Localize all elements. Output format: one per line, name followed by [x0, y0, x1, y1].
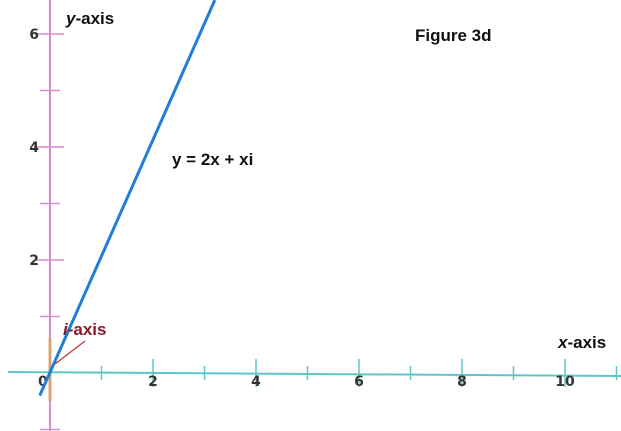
tick-marks: 0 2 4 6 8 10 2 4 6 [29, 27, 618, 431]
i-axis-label: i-axis [63, 320, 106, 339]
equation-label: y = 2x + xi [172, 150, 253, 169]
x-tick-label: 8 [457, 374, 467, 390]
figure-title: Figure 3d [415, 26, 492, 45]
y-tick-label: 4 [29, 140, 39, 156]
y-axis-label-italic: y [65, 9, 77, 28]
x-tick-label: 2 [148, 374, 158, 390]
i-axis-pointer-line [54, 340, 86, 365]
axes [7, 0, 621, 431]
y-tick-label: 2 [29, 253, 39, 269]
i-axis-label-italic: i [63, 320, 69, 339]
x-axis-label-italic: x [557, 333, 569, 352]
i-axis-label-rest: -axis [68, 320, 107, 339]
y-axis-label: y-axis [65, 9, 114, 28]
x-tick-label: 0 [38, 374, 48, 390]
x-axis-label-rest: -axis [567, 333, 606, 352]
x-axis-label: x-axis [557, 333, 606, 352]
y-axis-label-rest: -axis [75, 9, 114, 28]
x-tick-label: 6 [354, 374, 364, 390]
series-lines [38, 0, 217, 397]
x-tick-label: 4 [251, 374, 261, 390]
labels: Figure 3d y = 2x + xi y-axis x-axis i-ax… [54, 9, 606, 365]
series-line [38, 0, 217, 397]
y-tick-label: 6 [29, 27, 39, 43]
x-axis-line [7, 371, 621, 377]
x-tick-label: 10 [555, 374, 575, 390]
